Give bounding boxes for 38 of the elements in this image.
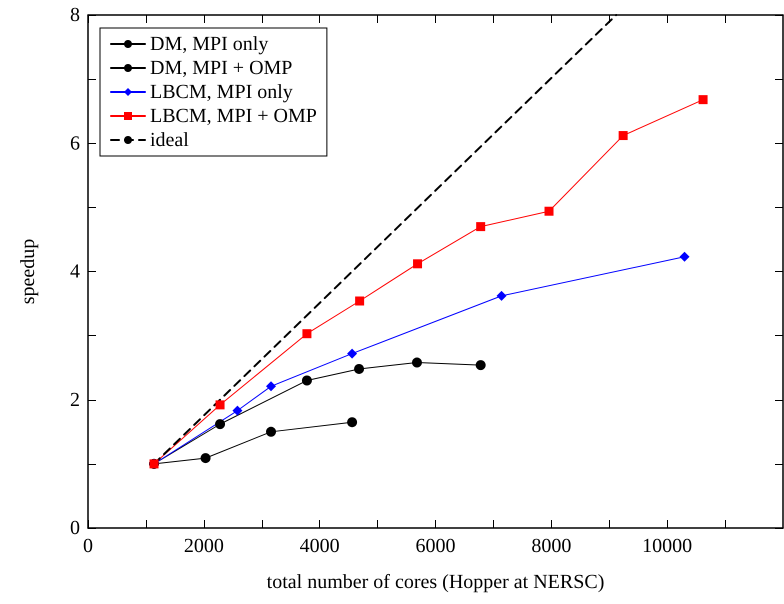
point [544, 206, 554, 216]
y-tick-label: 0 [70, 517, 80, 539]
y-tick-label: 4 [70, 260, 80, 282]
point [413, 259, 422, 268]
y-tick-label: 8 [70, 4, 80, 26]
y-tick-label: 2 [70, 388, 80, 411]
point [266, 426, 276, 437]
point [680, 252, 690, 262]
point [216, 400, 225, 410]
legend-label: LBCM, MPI only [150, 81, 293, 103]
point [200, 453, 211, 464]
point [302, 329, 312, 338]
x-tick-label: 4000 [300, 535, 340, 557]
x-tick-label: 2000 [184, 535, 224, 557]
point [302, 376, 312, 386]
point [618, 131, 628, 140]
legend-label: DM, MPI only [150, 33, 268, 55]
legend-label: DM, MPI + OMP [150, 57, 292, 79]
point [215, 419, 226, 430]
point [412, 358, 422, 368]
x-axis-title: total number of cores (Hopper at NERSC) [266, 571, 604, 593]
legend-label: ideal [150, 129, 190, 151]
x-tick-label: 10000 [642, 535, 692, 557]
x-tick-label: 6000 [416, 535, 456, 557]
point [266, 381, 276, 392]
point [496, 290, 507, 301]
point [476, 222, 486, 232]
point [354, 364, 364, 374]
point [476, 360, 486, 370]
point [347, 417, 358, 428]
point [355, 296, 364, 306]
x-tick-label: 8000 [531, 535, 572, 557]
point [698, 95, 708, 104]
y-axis-title: speedup [17, 238, 39, 304]
y-tick-label: 6 [70, 132, 80, 154]
point [232, 406, 242, 416]
legend-label: LBCM, MPI + OMP [150, 105, 317, 127]
point [347, 348, 358, 359]
